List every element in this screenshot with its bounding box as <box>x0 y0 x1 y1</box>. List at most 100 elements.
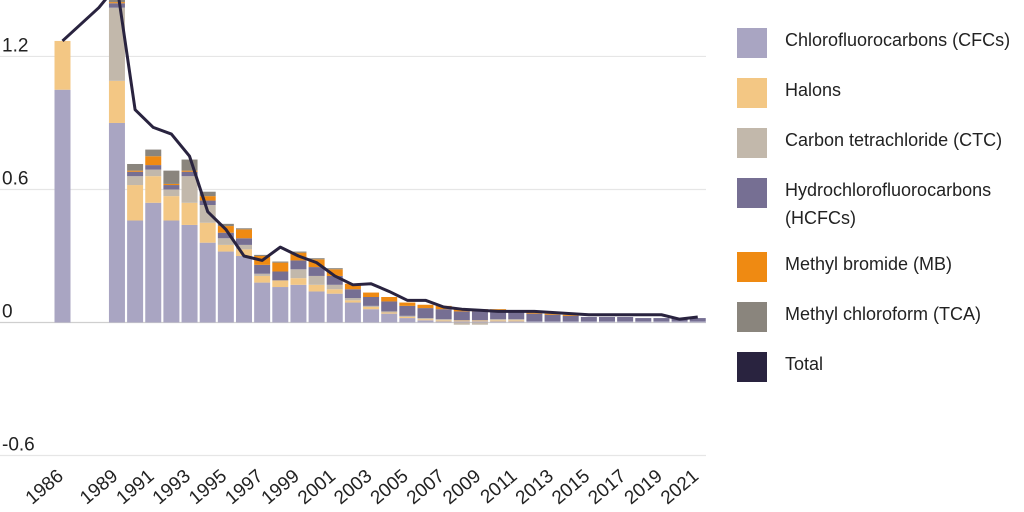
bar-segment <box>217 251 234 323</box>
bar-segment <box>54 40 71 90</box>
bar-segment <box>145 176 162 203</box>
y-tick-label: 0.6 <box>2 168 28 189</box>
legend-swatch <box>737 128 767 158</box>
bar-segment <box>308 267 325 276</box>
bar-segment <box>145 149 162 157</box>
chart-plot: 1.2 0.6 0 -0.6 1986 198919911993199519971999… <box>0 0 706 509</box>
bar-segment <box>127 176 144 186</box>
legend-swatch <box>737 178 767 208</box>
bar-segment <box>453 320 470 322</box>
bar-segment <box>54 89 71 323</box>
bar-segment <box>254 275 271 283</box>
bar-segment <box>344 289 361 299</box>
bar-segment <box>163 183 180 186</box>
bar-segment <box>236 228 252 230</box>
y-axis-ticks: 1.2 0.6 0 -0.6 <box>2 35 35 455</box>
bar-segment <box>544 314 561 322</box>
bar-segment <box>580 321 597 323</box>
bar-segment <box>417 320 434 323</box>
bar-segment <box>127 170 144 172</box>
x-tick-label: 2021 <box>657 466 703 509</box>
bar-segment <box>344 298 361 301</box>
bar-segment <box>490 319 507 321</box>
stacked-bars <box>54 0 706 325</box>
bar-segment <box>508 321 525 323</box>
bar-segment <box>145 165 162 170</box>
bar-segment <box>326 268 343 270</box>
bar-segment <box>453 322 470 325</box>
x-tick-label: 1993 <box>149 466 195 509</box>
bar-segment <box>236 244 252 250</box>
bar-segment <box>127 163 144 171</box>
legend-label: Chlorofluorocarbons (CFCs) <box>785 30 1011 50</box>
bar-segment <box>653 318 670 322</box>
legend-label: Methyl bromide (MB) <box>785 254 953 274</box>
bar-segment <box>490 309 507 311</box>
bar-segment <box>508 311 525 320</box>
bar-segment <box>417 308 434 319</box>
bar-segment <box>181 224 198 323</box>
bar-segment <box>217 238 234 245</box>
bar-segment <box>217 244 234 252</box>
bar-segment <box>599 316 615 322</box>
bar-segment <box>199 222 216 243</box>
bar-segment <box>580 316 597 322</box>
bar-segment <box>381 313 398 323</box>
x-tick-label: 1995 <box>185 466 231 509</box>
bar-segment <box>635 321 652 323</box>
bar-segment <box>290 251 307 253</box>
bar-segment <box>399 316 416 319</box>
bar-segment <box>181 202 198 225</box>
grid-lines <box>0 55 706 457</box>
bar-segment <box>526 321 543 323</box>
bar-segment <box>181 170 198 172</box>
bar-segment <box>272 287 289 323</box>
bar-segment <box>453 311 470 321</box>
bar-segment <box>599 321 615 323</box>
bar-segment <box>290 260 307 270</box>
bar-segment <box>399 302 416 306</box>
bar-segment <box>272 262 289 272</box>
bar-segment <box>127 185 144 221</box>
bar-segment <box>490 310 507 320</box>
bar-segment <box>471 320 488 322</box>
bar-segment <box>435 320 452 322</box>
x-tick-label: 1991 <box>113 466 159 509</box>
x-tick-label: 2001 <box>294 466 340 509</box>
bar-segment <box>326 284 343 290</box>
bar-segment <box>490 321 507 323</box>
bar-segment <box>163 185 180 190</box>
bar-segment <box>471 322 488 325</box>
legend-label: Carbon tetrachloride (CTC) <box>785 130 1003 150</box>
bar-segment <box>363 292 380 298</box>
bar-segment <box>108 3 125 8</box>
x-tick-label: 2007 <box>403 466 449 509</box>
bar-segment <box>272 271 289 281</box>
bar-segment <box>417 319 434 321</box>
bar-segment <box>290 284 307 323</box>
bar-segment <box>435 309 452 320</box>
bar-segment <box>236 238 252 245</box>
bar-segment <box>254 264 271 274</box>
bar-segment <box>308 258 325 260</box>
bar-segment <box>562 315 579 322</box>
bar-segment <box>689 318 706 322</box>
bar-segment <box>163 220 180 323</box>
bar-segment <box>163 170 180 184</box>
bar-segment <box>308 275 325 285</box>
legend-item: Carbon tetrachloride (CTC) <box>737 126 1024 158</box>
bar-segment <box>199 191 216 197</box>
bar-segment <box>181 159 198 171</box>
bar-segment <box>653 321 670 323</box>
bar-segment <box>363 306 380 310</box>
bar-segment <box>526 313 543 322</box>
bar-segment <box>145 202 162 323</box>
bar-segment <box>399 318 416 323</box>
legend-label: Total <box>785 354 824 374</box>
bar-segment <box>381 301 398 312</box>
bar-segment <box>671 321 688 323</box>
bar-segment <box>363 305 380 307</box>
bar-segment <box>326 269 343 276</box>
bar-segment <box>290 269 307 279</box>
legend-item: Hydrochlorofluorocarbons (HCFCs) <box>737 176 1024 232</box>
